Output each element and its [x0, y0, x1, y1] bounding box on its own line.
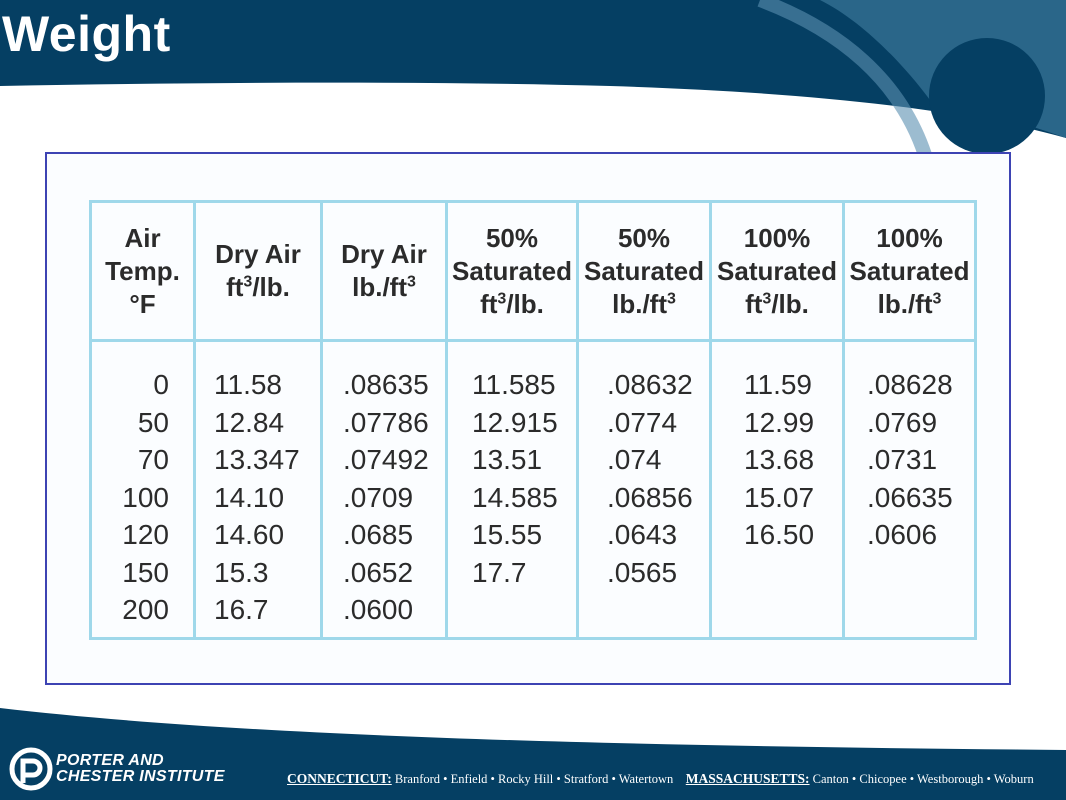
table-cell: 13.68 [744, 444, 815, 475]
column-header-line: Air [124, 222, 161, 253]
porter-chester-logo-icon [9, 747, 53, 791]
column-header-line: Temp. [105, 255, 180, 286]
table-cell: 11.585 [472, 369, 556, 400]
slide-title: Weight [2, 6, 171, 62]
column-header-line: lb./ft3 [877, 288, 942, 319]
column-header-line: Saturated [452, 255, 572, 286]
column-values-2: .08635 .07786 .07492 .0709 .0685 .0652 .0600 [320, 339, 448, 640]
campus-locations: CONNECTICUT: Branford • Enfield • Rocky … [287, 771, 1034, 787]
table-cell: 11.58 [214, 369, 282, 400]
column-header-line: ft3/lb. [480, 288, 544, 319]
table-cell: 14.10 [214, 481, 285, 513]
table-cell: 13.51 [472, 444, 543, 475]
table-cell: 15.07 [744, 481, 815, 513]
column-header-line: 100% [743, 222, 811, 253]
state-connecticut: CONNECTICUT: [287, 771, 392, 786]
table-cell: .0769 [867, 406, 938, 438]
column-header-line: Saturated [717, 255, 837, 286]
table-cell: 16.50 [744, 519, 815, 550]
table-data-row: 0 50 70 100 120 150 200 11.58 12.84 13.347 14.10 14… [89, 339, 977, 640]
table-cell: 0 [153, 369, 169, 400]
column-values-1: 11.58 12.84 13.347 14.10 14.60 15.3 16.7 [193, 339, 323, 640]
table-image-frame: Air Temp. °F Dry Air ft3/lb. Dry Air lb./ft3 50… [45, 152, 1011, 685]
column-values-3: 11.585 12.915 13.51 14.585 15.55 17.7 [445, 339, 579, 640]
table-cell: .06856 [607, 481, 693, 513]
column-header-line: Saturated [584, 255, 704, 286]
table-cell: .0565 [607, 556, 678, 588]
table-cell: 50 [137, 406, 169, 438]
table-cell: 12.84 [214, 406, 285, 438]
table-cell: 14.60 [214, 519, 285, 550]
table-cell: .0731 [867, 444, 938, 475]
column-header-line: Dry Air [341, 239, 427, 269]
table-cell: 120 [122, 519, 169, 550]
table-cell: 200 [122, 594, 169, 625]
table-cell: 12.99 [744, 406, 815, 438]
column-values-6: .08628 .0769 .0731 .06635 .0606 [842, 339, 977, 640]
footer-background [0, 708, 1066, 800]
table-cell: 70 [137, 444, 169, 475]
table-cell: 15.55 [472, 519, 543, 550]
table-cell: 12.915 [472, 406, 558, 438]
header-circle-shape [929, 38, 1045, 154]
table-cell: 100 [122, 481, 169, 513]
header-band [0, 0, 1066, 158]
org-name-line1: PORTER AND [56, 752, 164, 769]
column-header-3: 50% Saturated ft3/lb. [445, 200, 579, 342]
column-header-line: ft3/lb. [226, 272, 290, 302]
table-cell: .0600 [343, 594, 414, 625]
column-header-line: 100% [876, 222, 943, 253]
table-cell: .08635 [343, 369, 429, 400]
column-header-line: ft3/lb. [745, 288, 809, 319]
column-header-line: lb./ft3 [612, 288, 676, 319]
table-cell: 14.585 [472, 481, 558, 513]
footer-band [0, 708, 1066, 800]
column-header-0: Air Temp. °F [89, 200, 196, 342]
column-values-0: 0 50 70 100 120 150 200 [89, 339, 196, 640]
column-header-line: Saturated [849, 255, 970, 286]
column-header-line: 50% [617, 222, 671, 253]
table-cell: .0643 [607, 519, 678, 550]
table-cell: 150 [122, 556, 169, 588]
table-cell: .08628 [867, 369, 953, 400]
column-header-1: Dry Air ft3/lb. [193, 200, 323, 342]
table-cell: 15.3 [214, 556, 269, 588]
org-name-line2: CHESTER INSTITUTE [56, 768, 225, 785]
table-cell: 11.59 [744, 369, 812, 400]
table-cell: .074 [607, 444, 662, 475]
air-weight-table: Air Temp. °F Dry Air ft3/lb. Dry Air lb./ft3 50… [89, 200, 977, 640]
column-header-5: 100% Saturated ft3/lb. [709, 200, 845, 342]
table-header-row: Air Temp. °F Dry Air ft3/lb. Dry Air lb./ft3 50… [89, 200, 977, 342]
table-cell: .0652 [343, 556, 414, 588]
column-values-4: .08632 .0774 .074 .06856 .0643 .0565 [576, 339, 712, 640]
table-cell: .07492 [343, 444, 429, 475]
column-header-6: 100% Saturated lb./ft3 [842, 200, 977, 342]
massachusetts-towns: Canton • Chicopee • Westborough • Woburn [812, 772, 1034, 786]
table-cell: .0709 [343, 481, 414, 513]
column-header-2: Dry Air lb./ft3 [320, 200, 448, 342]
table-cell: .06635 [867, 481, 953, 513]
column-values-5: 11.59 12.99 13.68 15.07 16.50 [709, 339, 845, 640]
table-cell: .0606 [867, 519, 938, 550]
table-cell: .0774 [607, 406, 678, 438]
table-cell: 13.347 [214, 444, 300, 475]
table-cell: 16.7 [214, 594, 269, 625]
column-header-line: Dry Air [215, 239, 301, 269]
column-header-4: 50% Saturated lb./ft3 [576, 200, 712, 342]
column-header-line: 50% [485, 222, 539, 253]
table-cell: 17.7 [472, 556, 527, 588]
header-background [0, 0, 1066, 138]
header-light-arc [757, 0, 932, 158]
connecticut-towns: Branford • Enfield • Rocky Hill • Stratf… [394, 772, 674, 786]
table-cell: .0685 [343, 519, 414, 550]
table-cell: .08632 [607, 369, 693, 400]
table-cell: .07786 [343, 406, 429, 438]
state-massachusetts: MASSACHUSETTS: [685, 771, 810, 786]
column-header-line: lb./ft3 [352, 272, 416, 302]
column-header-line: °F [129, 288, 156, 319]
